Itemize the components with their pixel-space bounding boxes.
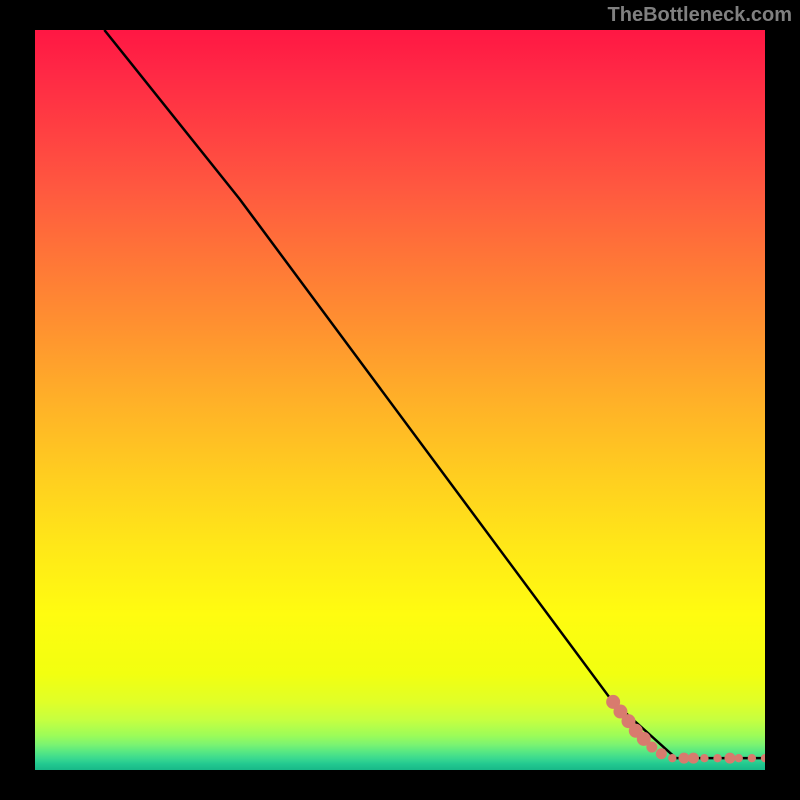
data-point: [700, 754, 708, 762]
data-point: [748, 754, 756, 762]
data-point: [656, 748, 667, 759]
gradient-background: [35, 30, 765, 770]
attribution-label: TheBottleneck.com: [608, 4, 792, 27]
chart-svg: [35, 30, 765, 770]
data-point: [724, 753, 735, 764]
data-point: [688, 753, 699, 764]
plot-area: [35, 30, 765, 770]
data-point: [646, 742, 657, 753]
data-point: [735, 754, 743, 762]
data-point: [668, 754, 676, 762]
chart-root: TheBottleneck.com: [0, 0, 800, 800]
data-point: [678, 753, 689, 764]
data-point: [713, 754, 721, 762]
